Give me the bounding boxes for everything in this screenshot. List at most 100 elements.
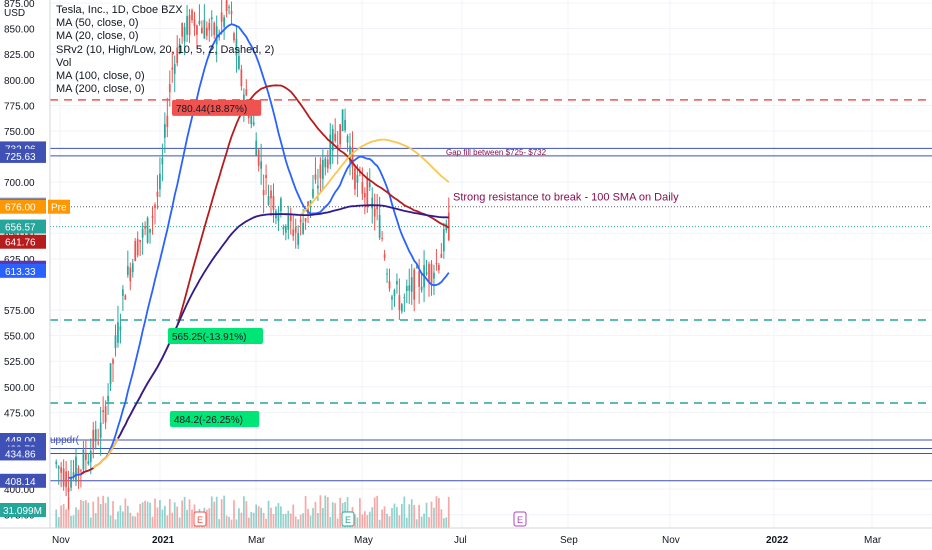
gap-fill-annotation: Gap fill between $725- $732 [446,148,547,157]
volume-bar [151,516,154,528]
volume-bar [388,516,391,528]
candle-body [388,281,391,289]
candle-body [225,0,228,12]
volume-bar [447,496,450,528]
candle-body [351,147,354,168]
candle-body [292,229,295,237]
volume-bar [218,519,221,528]
price-tag-box-6 [0,234,46,249]
candle-body [433,272,435,279]
volume-bar [80,499,82,528]
volume-bar [299,514,302,528]
x-tick-label-7: 2022 [766,535,789,546]
volume-bar [442,518,445,528]
x-tick-label-6: Nov [662,535,680,546]
candle-body [97,442,100,444]
volume-bar [314,501,317,528]
indicator-ma200[interactable]: MA (200, close, 0) [56,83,145,96]
candle-body [181,23,184,37]
candle-body [151,216,154,219]
candle-body [378,215,381,238]
candle-body [418,271,421,287]
candle-body [354,168,356,190]
volume-bar [112,501,114,528]
y-tick-label-2: 825.00 [4,50,35,61]
candle-body [87,461,90,464]
price-tag-8: 613.33 [5,267,36,278]
candle-body [420,286,423,291]
candle-body [272,195,275,210]
candle-body [413,269,416,300]
price-tag-5: 656.57 [5,223,36,234]
candle-body [260,161,263,169]
candle-body [136,238,139,256]
indicator-srv2[interactable]: SRv2 (10, High/Low, 20, 10, 5, 2, Dashed… [56,43,275,56]
indicator-ma20[interactable]: MA (20, close, 0) [56,30,139,43]
candle-body [255,140,258,156]
candle-body [245,89,248,96]
candle-body [126,266,129,276]
volume-bar [359,498,361,528]
price-tag-box-4 [0,199,46,214]
indicator-ma100[interactable]: MA (100, close, 0) [56,70,145,83]
volume-bar [292,504,295,528]
volume-bar [67,496,70,528]
candle-body [400,304,403,312]
price-tag-4: 676.00 [5,203,36,214]
candle-body [183,27,186,42]
candle-body [166,115,169,128]
volume-bar [267,500,270,528]
candle-body [65,471,67,488]
volume-bar [435,496,438,528]
volume-bar [235,519,238,528]
volume-bar [225,515,228,528]
volume-bar [72,515,75,528]
volume-bar [371,507,374,528]
candle-body [410,277,413,292]
support-label-1-box [168,328,263,345]
candle-body [415,267,418,269]
volume-bar [250,512,253,528]
earnings-marker-0: E [197,515,203,525]
volume-bar [191,509,193,528]
volume-bar [270,507,272,528]
volume-bar [280,506,282,528]
candle-body [302,222,304,234]
candle-body [376,206,379,210]
candle-body [403,297,406,299]
y-tick-label-13: 475.00 [4,408,35,419]
volume-bar [220,499,223,528]
candle-body [75,456,77,482]
volume-bar [89,517,92,528]
candle-body [223,17,225,27]
candle-body [141,228,144,238]
candle-body [215,26,218,45]
price-tag-suffix-box-4 [48,199,70,214]
candle-body [102,410,105,413]
candle-body [324,158,327,168]
support-label-2: 484.2(-26.25%) [174,415,243,426]
y-tick-label-1: 850.00 [4,25,35,36]
candle-body [326,159,329,169]
y-tick-label-6: 700.00 [4,178,35,189]
indicator-ma50[interactable]: MA (50, close, 0) [56,17,139,30]
y-tick-label-8: 625.00 [4,255,35,266]
indicator-vol[interactable]: Vol [56,56,72,69]
x-tick-label-0: Nov [52,535,70,546]
candle-body [154,204,156,208]
candle-body [331,128,334,151]
candle-body [344,119,346,131]
candle-body [383,254,386,258]
symbol-title[interactable]: Tesla, Inc., 1D, Cboe BZX [56,4,183,16]
volume-bar [247,517,250,528]
candle-body [408,285,411,291]
price-tag-box-5 [0,219,46,234]
volume-bar [445,517,448,528]
volume-bar [265,518,267,528]
candle-body [203,19,206,39]
candle-body [396,280,398,285]
candle-body [314,174,317,180]
x-tick-label-4: Jul [454,535,467,546]
volume-bar [223,495,225,528]
